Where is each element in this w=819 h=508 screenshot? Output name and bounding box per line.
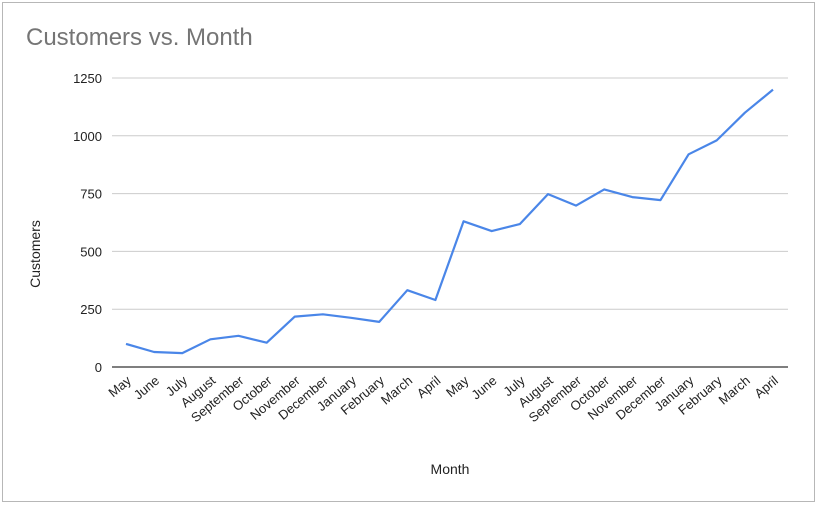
gridlines xyxy=(112,77,788,368)
x-tick-label: April xyxy=(751,373,781,401)
y-tick-label: 750 xyxy=(80,187,102,202)
x-tick-label: March xyxy=(715,373,752,408)
series-line xyxy=(125,88,774,355)
series-layer xyxy=(125,88,774,355)
y-tick-label: 1250 xyxy=(73,71,102,86)
x-tick-label: May xyxy=(105,372,134,400)
x-tick-label: June xyxy=(131,373,162,403)
chart-frame xyxy=(2,2,815,502)
x-tick-label: March xyxy=(378,373,415,408)
y-tick-label: 250 xyxy=(80,302,102,317)
y-tick-label: 500 xyxy=(80,244,102,259)
x-tick-label: June xyxy=(468,373,499,403)
y-tick-label: 1000 xyxy=(73,129,102,144)
x-tick-label: April xyxy=(414,373,444,401)
x-axis-title: Month xyxy=(431,461,470,477)
y-tick-label: 0 xyxy=(95,360,102,375)
y-axis-title: Customers xyxy=(27,220,43,288)
x-tick-label: May xyxy=(443,372,472,400)
chart-title: Customers vs. Month xyxy=(26,24,253,51)
y-axis-ticks: 0 250 500 750 1000 1250 xyxy=(73,71,102,375)
